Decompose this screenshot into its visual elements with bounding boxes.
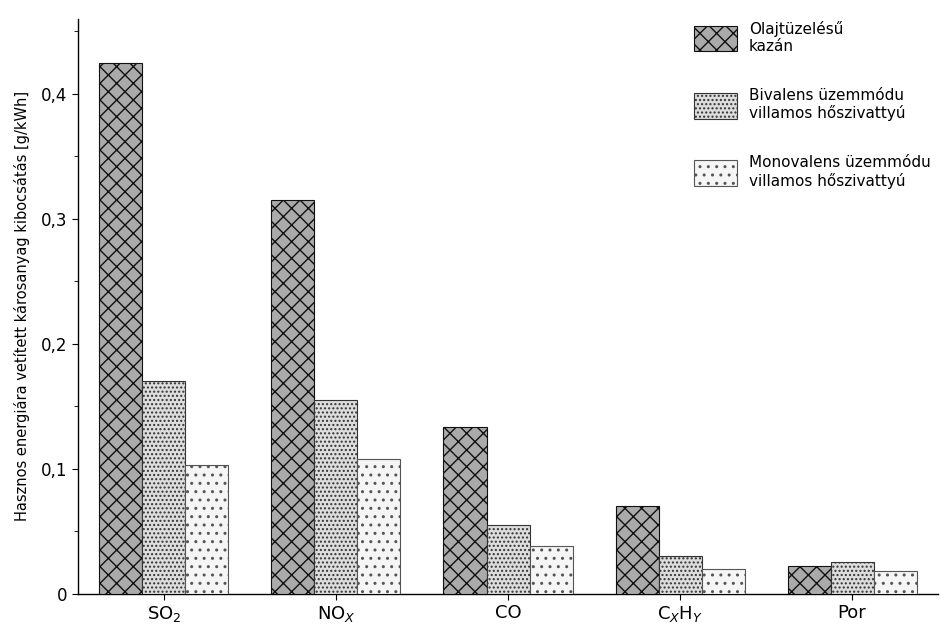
Bar (874, 571, 917, 594)
Y-axis label: Hasznos energiára vetített károsanyag kibocsátás [g/kWh]: Hasznos energiára vetített károsanyag ki… (14, 91, 30, 521)
Bar (314, 400, 358, 594)
Bar (830, 563, 874, 594)
Bar (659, 556, 702, 594)
Bar (616, 506, 659, 594)
Bar (186, 465, 228, 594)
Bar (271, 200, 314, 594)
Bar (702, 568, 744, 594)
Bar (143, 382, 186, 594)
Bar (787, 566, 830, 594)
Bar (486, 525, 529, 594)
Bar (99, 63, 143, 594)
Bar (358, 459, 401, 594)
Legend: Olajtüzelésű
kazán, Bivalens üzemmódu
villamos hőszivattyú, Monovalens üzemmódu
: Olajtüzelésű kazán, Bivalens üzemmódu vi… (686, 13, 938, 196)
Bar (529, 546, 572, 594)
Bar (444, 427, 486, 594)
